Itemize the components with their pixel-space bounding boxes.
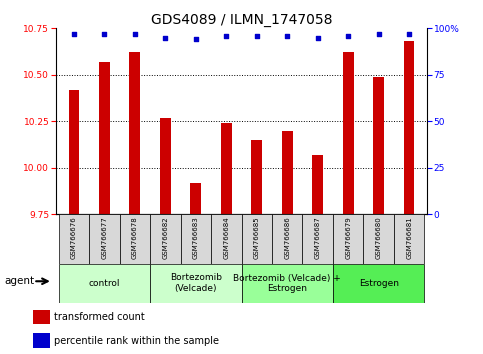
Bar bbox=[373, 77, 384, 214]
FancyBboxPatch shape bbox=[58, 264, 150, 303]
FancyBboxPatch shape bbox=[394, 214, 425, 264]
FancyBboxPatch shape bbox=[150, 214, 181, 264]
Point bbox=[100, 31, 108, 37]
Bar bbox=[313, 155, 323, 214]
Text: GSM766680: GSM766680 bbox=[376, 217, 382, 259]
Bar bbox=[221, 123, 231, 214]
Bar bbox=[190, 183, 201, 214]
Text: GSM766684: GSM766684 bbox=[223, 217, 229, 259]
Bar bbox=[160, 118, 170, 214]
Point bbox=[375, 31, 383, 37]
FancyBboxPatch shape bbox=[363, 214, 394, 264]
FancyBboxPatch shape bbox=[211, 214, 242, 264]
FancyBboxPatch shape bbox=[120, 214, 150, 264]
Text: transformed count: transformed count bbox=[55, 312, 145, 322]
Text: percentile rank within the sample: percentile rank within the sample bbox=[55, 336, 219, 346]
FancyBboxPatch shape bbox=[333, 264, 425, 303]
Text: GSM766676: GSM766676 bbox=[71, 217, 77, 259]
Text: GSM766683: GSM766683 bbox=[193, 217, 199, 259]
Bar bbox=[252, 140, 262, 214]
Point bbox=[314, 35, 322, 40]
Point bbox=[70, 31, 78, 37]
FancyBboxPatch shape bbox=[333, 214, 363, 264]
Point bbox=[284, 33, 291, 39]
Bar bbox=[129, 52, 140, 214]
FancyBboxPatch shape bbox=[181, 214, 211, 264]
FancyBboxPatch shape bbox=[89, 214, 120, 264]
Text: GSM766685: GSM766685 bbox=[254, 217, 260, 259]
FancyBboxPatch shape bbox=[58, 214, 89, 264]
Text: GSM766687: GSM766687 bbox=[315, 217, 321, 259]
FancyBboxPatch shape bbox=[242, 264, 333, 303]
Text: Estrogen: Estrogen bbox=[359, 279, 398, 288]
Bar bbox=[33, 310, 50, 324]
Text: control: control bbox=[88, 279, 120, 288]
Text: GSM766677: GSM766677 bbox=[101, 217, 107, 259]
Point bbox=[253, 33, 261, 39]
Bar bbox=[69, 90, 79, 214]
FancyBboxPatch shape bbox=[242, 214, 272, 264]
FancyBboxPatch shape bbox=[272, 214, 302, 264]
Text: GSM766682: GSM766682 bbox=[162, 217, 168, 259]
Text: GSM766686: GSM766686 bbox=[284, 217, 290, 259]
Point bbox=[161, 35, 169, 40]
Bar bbox=[282, 131, 293, 214]
Bar bbox=[33, 333, 50, 348]
Point bbox=[405, 31, 413, 37]
FancyBboxPatch shape bbox=[302, 214, 333, 264]
Point bbox=[344, 33, 352, 39]
FancyBboxPatch shape bbox=[150, 264, 242, 303]
Bar bbox=[404, 41, 414, 214]
Bar bbox=[343, 52, 354, 214]
Point bbox=[222, 33, 230, 39]
Text: GSM766681: GSM766681 bbox=[406, 217, 412, 259]
Text: Bortezomib (Velcade) +
Estrogen: Bortezomib (Velcade) + Estrogen bbox=[233, 274, 341, 293]
Point bbox=[192, 37, 199, 42]
Text: Bortezomib
(Velcade): Bortezomib (Velcade) bbox=[170, 274, 222, 293]
Title: GDS4089 / ILMN_1747058: GDS4089 / ILMN_1747058 bbox=[151, 13, 332, 27]
Text: GSM766679: GSM766679 bbox=[345, 217, 351, 259]
Bar bbox=[99, 62, 110, 214]
Point bbox=[131, 31, 139, 37]
Text: agent: agent bbox=[4, 276, 35, 286]
Text: GSM766678: GSM766678 bbox=[132, 217, 138, 259]
